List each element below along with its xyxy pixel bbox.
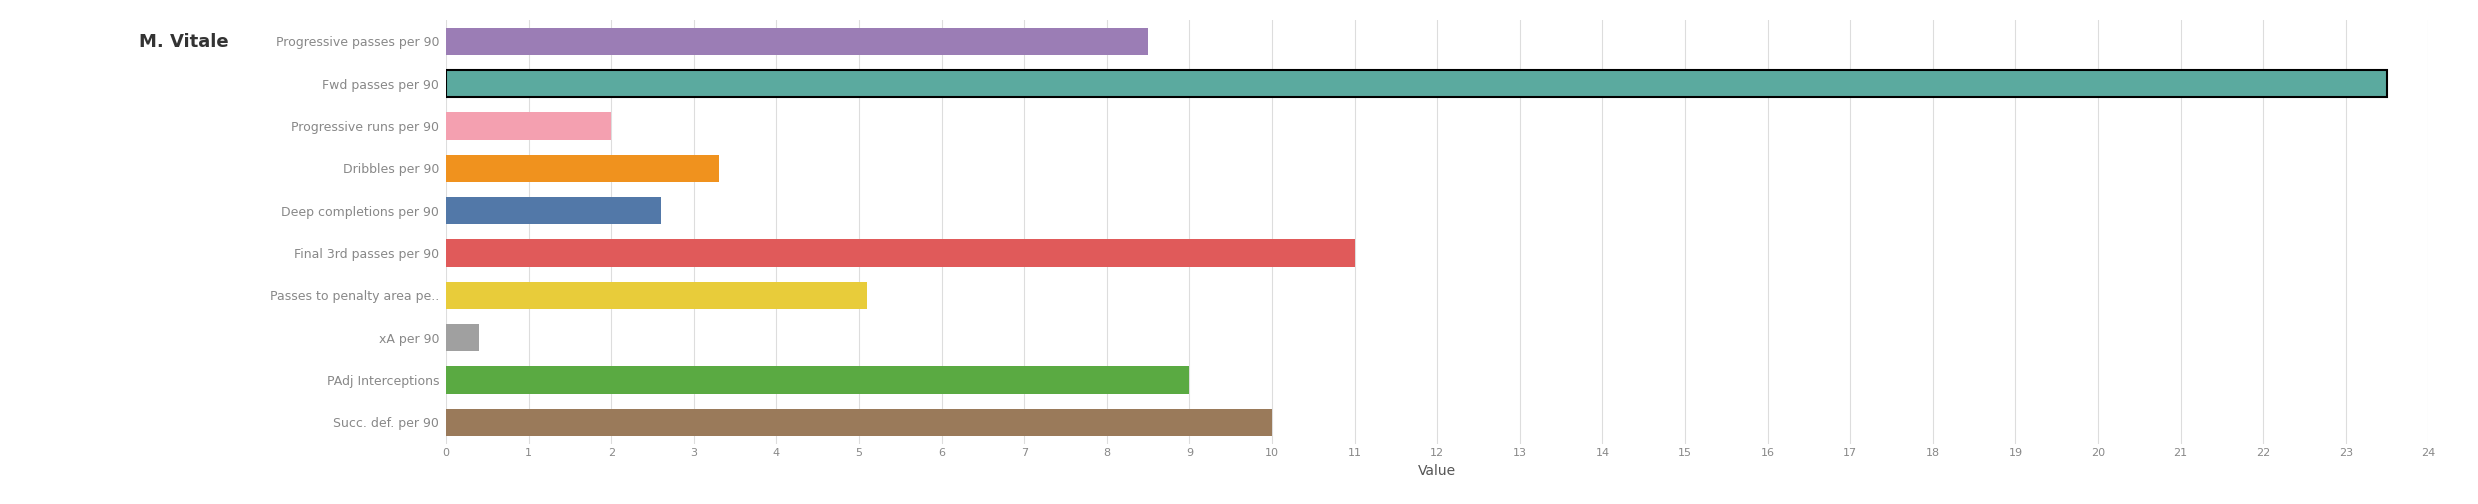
Bar: [446, 324, 478, 351]
Bar: [446, 239, 1355, 267]
Bar: [446, 155, 719, 182]
Bar: [446, 28, 1147, 55]
Bar: [446, 112, 612, 140]
Bar: [446, 366, 1189, 394]
Bar: [446, 409, 1271, 436]
Bar: [446, 197, 662, 224]
Bar: [446, 282, 867, 309]
X-axis label: Value: Value: [1417, 464, 1457, 478]
Bar: [446, 70, 2386, 97]
Text: M. Vitale: M. Vitale: [139, 33, 228, 51]
